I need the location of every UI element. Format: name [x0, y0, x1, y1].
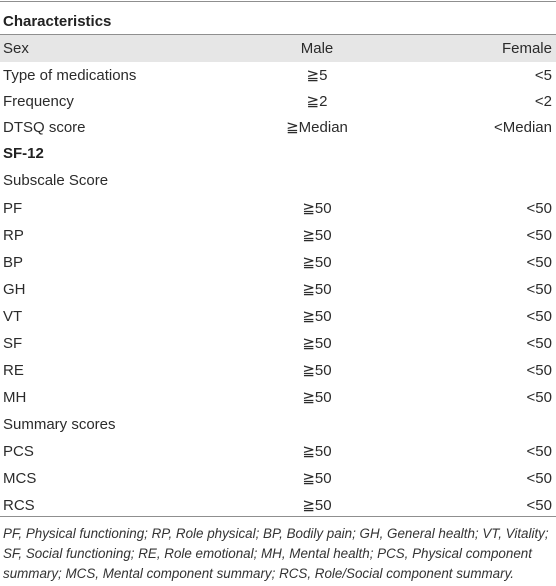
row-label-pcs: PCS — [3, 443, 34, 460]
subsection-summary: Summary scores — [3, 416, 116, 433]
row-value-2: <50 — [526, 308, 552, 325]
row-label-medications: Type of medications — [3, 67, 137, 84]
section-title-sf12: SF-12 — [3, 145, 44, 162]
row-label-frequency: Frequency — [3, 93, 74, 110]
row-value-1: ≧2 — [306, 93, 328, 110]
row-label-gh: GH — [3, 281, 26, 298]
row-value-1: ≧50 — [302, 281, 332, 298]
row-value-2: <5 — [534, 67, 552, 84]
bottom-rule — [0, 516, 556, 517]
row-value-2: <Median — [494, 119, 552, 136]
row-value-1: ≧50 — [302, 227, 332, 244]
row-value-1: ≧Median — [286, 119, 348, 136]
row-value-1: ≧50 — [302, 389, 332, 406]
row-label-bp: BP — [3, 254, 24, 271]
header-rule — [0, 34, 556, 35]
row-value-1: ≧50 — [302, 200, 332, 217]
subsection-subscale: Subscale Score — [3, 172, 109, 189]
row-label-mcs: MCS — [3, 470, 37, 487]
row-value-2: <50 — [526, 254, 552, 271]
footnote-line-1: PF, Physical functioning; RP, Role physi… — [3, 526, 549, 541]
row-value-1: ≧50 — [302, 254, 332, 271]
row-label-pf: PF — [3, 200, 23, 217]
row-value-1: Male — [300, 40, 334, 57]
row-value-1: ≧50 — [302, 470, 332, 487]
row-label-vt: VT — [3, 308, 23, 325]
row-label-re: RE — [3, 362, 24, 379]
table-footnote: PF, Physical functioning; RP, Role physi… — [3, 524, 555, 584]
row-value-1: ≧50 — [302, 308, 332, 325]
row-value-2: <50 — [526, 227, 552, 244]
row-label-dtsq: DTSQ score — [3, 119, 86, 136]
table-row: Sex Male Female — [0, 35, 556, 62]
footnote-line-2: SF, Social functioning; RE, Role emotion… — [3, 546, 532, 561]
row-value-2: <50 — [526, 200, 552, 217]
row-label-rp: RP — [3, 227, 24, 244]
row-value-2: <50 — [526, 497, 552, 514]
top-rule — [0, 1, 556, 2]
header-characteristics: Characteristics — [3, 13, 112, 30]
row-label-sex: Sex — [3, 40, 29, 57]
footnote-line-3: summary; MCS, Mental component summary; … — [3, 566, 514, 581]
row-value-2: <50 — [526, 281, 552, 298]
row-value-1: ≧50 — [302, 335, 332, 352]
row-value-2: <50 — [526, 335, 552, 352]
row-label-mh: MH — [3, 389, 27, 406]
row-label-sf: SF — [3, 335, 23, 352]
row-value-2: <50 — [526, 470, 552, 487]
row-value-2: <50 — [526, 362, 552, 379]
row-value-1: ≧50 — [302, 443, 332, 460]
row-value-2: <2 — [534, 93, 552, 110]
row-label-rcs: RCS — [3, 497, 35, 514]
row-value-1: ≧5 — [306, 67, 328, 84]
row-value-1: ≧50 — [302, 497, 332, 514]
row-value-2: <50 — [526, 389, 552, 406]
row-value-1: ≧50 — [302, 362, 332, 379]
row-value-2: <50 — [526, 443, 552, 460]
row-value-2: Female — [501, 40, 552, 57]
